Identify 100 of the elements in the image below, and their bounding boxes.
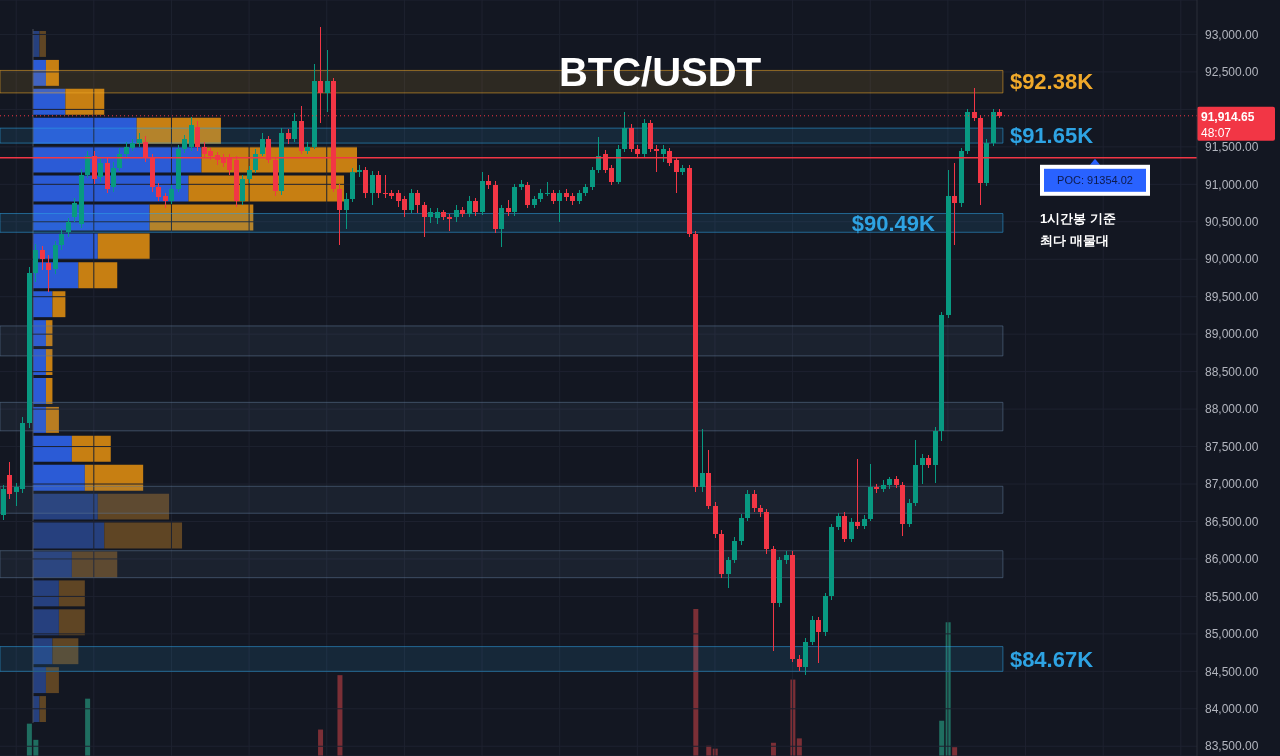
bar bbox=[796, 738, 802, 756]
bar bbox=[33, 493, 98, 520]
candlestick bbox=[59, 228, 64, 251]
bar bbox=[45, 406, 59, 433]
bar bbox=[45, 378, 53, 404]
candlestick bbox=[422, 201, 427, 238]
bar bbox=[85, 698, 91, 756]
candlestick bbox=[907, 498, 912, 528]
y-tick-label: 91,000.00 bbox=[1205, 177, 1259, 192]
bar bbox=[97, 233, 150, 260]
candlestick bbox=[842, 511, 847, 543]
candlestick bbox=[525, 181, 530, 209]
text: 48:07 bbox=[1201, 125, 1232, 140]
ref-line-label: POC: 91354.02 bbox=[1057, 174, 1133, 187]
bar bbox=[33, 88, 66, 115]
candlestick bbox=[467, 195, 472, 218]
bar bbox=[33, 378, 46, 404]
candlestick bbox=[370, 170, 375, 206]
y-tick-label: 86,000.00 bbox=[1205, 552, 1259, 567]
y-tick-label: 84,000.00 bbox=[1205, 702, 1259, 716]
candlestick bbox=[72, 197, 77, 223]
y-tick-label: 85,000.00 bbox=[1205, 627, 1259, 642]
y-tick-label: 84,500.00 bbox=[1205, 664, 1259, 679]
bar bbox=[33, 580, 59, 607]
annotation: 1시간봉 기준 최다 매물대 bbox=[1040, 210, 1116, 248]
bar bbox=[39, 31, 46, 57]
bar bbox=[52, 638, 79, 665]
bar bbox=[33, 464, 85, 491]
y-tick-label: 91,500.00 bbox=[1205, 140, 1259, 155]
bar bbox=[84, 464, 144, 491]
bar bbox=[45, 667, 59, 694]
candlestick bbox=[33, 243, 38, 283]
candlestick bbox=[745, 489, 750, 522]
candlestick bbox=[739, 513, 744, 546]
bar bbox=[33, 435, 72, 462]
candlestick bbox=[849, 517, 854, 543]
candlestick bbox=[415, 189, 420, 214]
candlestick bbox=[810, 615, 815, 646]
y-tick-label: 87,000.00 bbox=[1205, 477, 1259, 492]
candlestick bbox=[855, 458, 860, 530]
bar bbox=[33, 522, 105, 549]
candlestick bbox=[325, 49, 330, 113]
candlestick bbox=[7, 461, 12, 500]
candlestick bbox=[240, 174, 245, 206]
candlestick bbox=[447, 213, 452, 232]
candlestick bbox=[499, 204, 504, 248]
bar bbox=[33, 638, 53, 665]
candlestick bbox=[40, 245, 45, 271]
candlestick bbox=[752, 489, 757, 513]
bar bbox=[952, 747, 958, 756]
candlestick bbox=[409, 188, 414, 214]
y-tick-label: 92,500.00 bbox=[1205, 65, 1259, 80]
bar bbox=[65, 88, 105, 115]
band-label: $91.65K bbox=[1009, 123, 1094, 149]
candlestick bbox=[85, 150, 90, 179]
candlestick bbox=[337, 183, 342, 246]
bar bbox=[693, 609, 699, 756]
bar bbox=[33, 117, 137, 144]
bar bbox=[45, 59, 59, 86]
bar bbox=[337, 675, 343, 756]
y-tick-label: 90,500.00 bbox=[1205, 214, 1259, 229]
candlestick bbox=[920, 453, 925, 485]
text: BTC/USDT bbox=[558, 49, 762, 95]
bar bbox=[71, 435, 111, 462]
y-tick-label: 87,500.00 bbox=[1205, 439, 1259, 454]
bar bbox=[104, 522, 183, 549]
bar bbox=[939, 720, 945, 756]
candlestick bbox=[98, 157, 103, 183]
candlestick bbox=[195, 120, 200, 152]
y-tick-label: 90,000.00 bbox=[1205, 252, 1259, 267]
y-tick-label: 85,500.00 bbox=[1205, 589, 1259, 604]
y-tick-label: 86,500.00 bbox=[1205, 514, 1259, 529]
band-label: $90.49K bbox=[851, 210, 935, 236]
bar bbox=[97, 493, 170, 520]
bar bbox=[52, 291, 66, 318]
candlestick bbox=[189, 116, 194, 152]
bar bbox=[58, 609, 85, 636]
candlestick bbox=[66, 217, 71, 238]
y-tick-label: 89,500.00 bbox=[1205, 289, 1259, 304]
candlestick bbox=[376, 170, 381, 199]
y-tick-label: 89,000.00 bbox=[1205, 327, 1259, 342]
ref-line-label: 91,914.65 bbox=[1201, 109, 1255, 124]
candlestick bbox=[46, 255, 51, 293]
candlestick bbox=[732, 536, 737, 564]
candlestick bbox=[622, 111, 627, 153]
band-label: $92.38K bbox=[1009, 69, 1094, 95]
bar bbox=[39, 696, 46, 722]
candlestick bbox=[952, 162, 957, 246]
candlestick bbox=[557, 189, 562, 223]
candlestick bbox=[111, 161, 116, 193]
candlestick bbox=[726, 556, 731, 589]
candlestick bbox=[169, 184, 174, 205]
y-tick-label: 88,000.00 bbox=[1205, 402, 1259, 417]
candlestick bbox=[53, 240, 58, 275]
candlestick bbox=[292, 112, 297, 143]
candlestick bbox=[344, 192, 349, 230]
y-tick-label: 83,500.00 bbox=[1205, 739, 1259, 754]
candlestick bbox=[363, 166, 368, 199]
bar bbox=[78, 262, 118, 289]
candlestick bbox=[590, 166, 595, 191]
